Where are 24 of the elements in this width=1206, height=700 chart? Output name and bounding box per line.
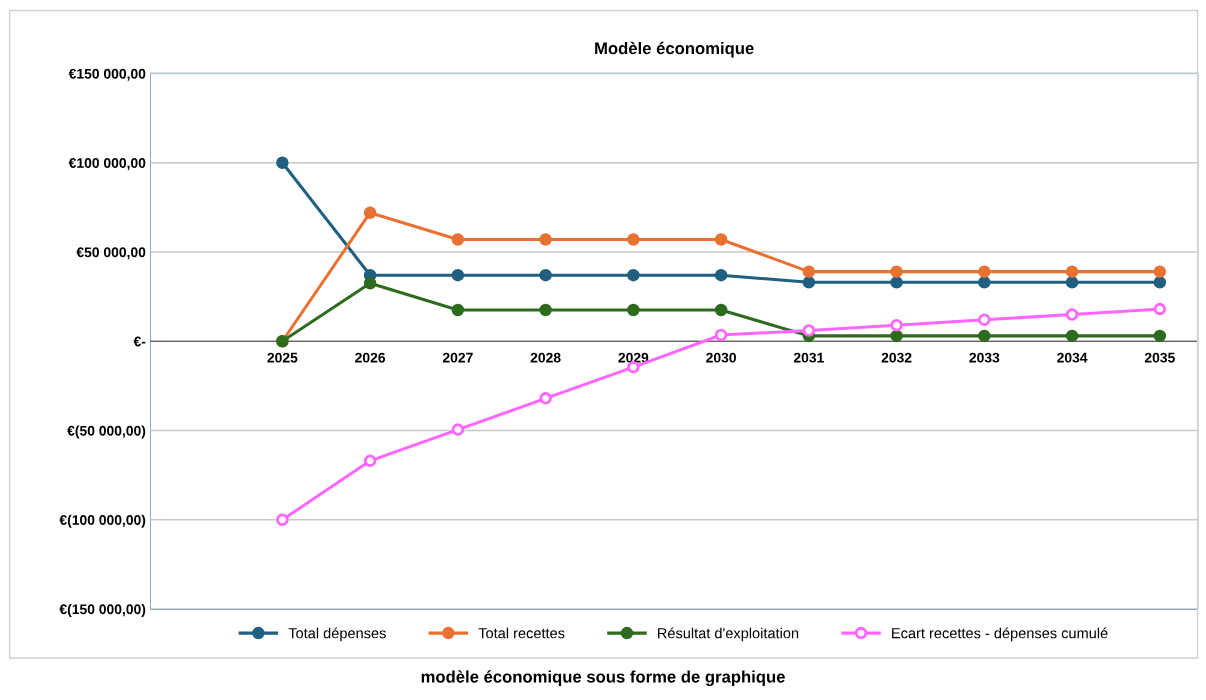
text: modèle économique sous forme de graphique [421,670,785,686]
x-tick-label: 2035 [1144,352,1175,363]
y-tick-label: €(150 000,00) [59,603,146,617]
y-tick-label: €150 000,00 [68,68,146,81]
x-tick-label: 2030 [706,352,736,363]
y-tick-label: €(100 000,00) [59,514,146,528]
x-tick-label: 2026 [355,352,386,363]
x-tick-label: 2025 [267,352,298,363]
legend-label: Ecart recettes - dépenses cumulé [892,627,1108,642]
chart-title: Modèle économique [595,41,754,58]
legend-label: Total dépenses [288,627,386,642]
y-tick-label: €100 000,00 [68,158,146,170]
legend-label: Total recettes [478,627,565,639]
x-tick-label: 2029 [618,352,649,363]
x-tick-label: 2034 [1057,352,1088,363]
legend-label: Résultat d'exploitation [658,627,799,642]
y-tick-label: €(50 000,00) [67,425,146,439]
x-tick-label: 2027 [442,352,473,363]
y-tick-label: €50 000,00 [76,247,146,260]
x-tick-label: 2033 [969,352,1000,363]
x-tick-label: 2028 [530,352,561,363]
x-tick-label: 2031 [793,352,824,363]
x-tick-label: 2032 [881,352,912,363]
y-tick-label: €- [133,336,146,347]
